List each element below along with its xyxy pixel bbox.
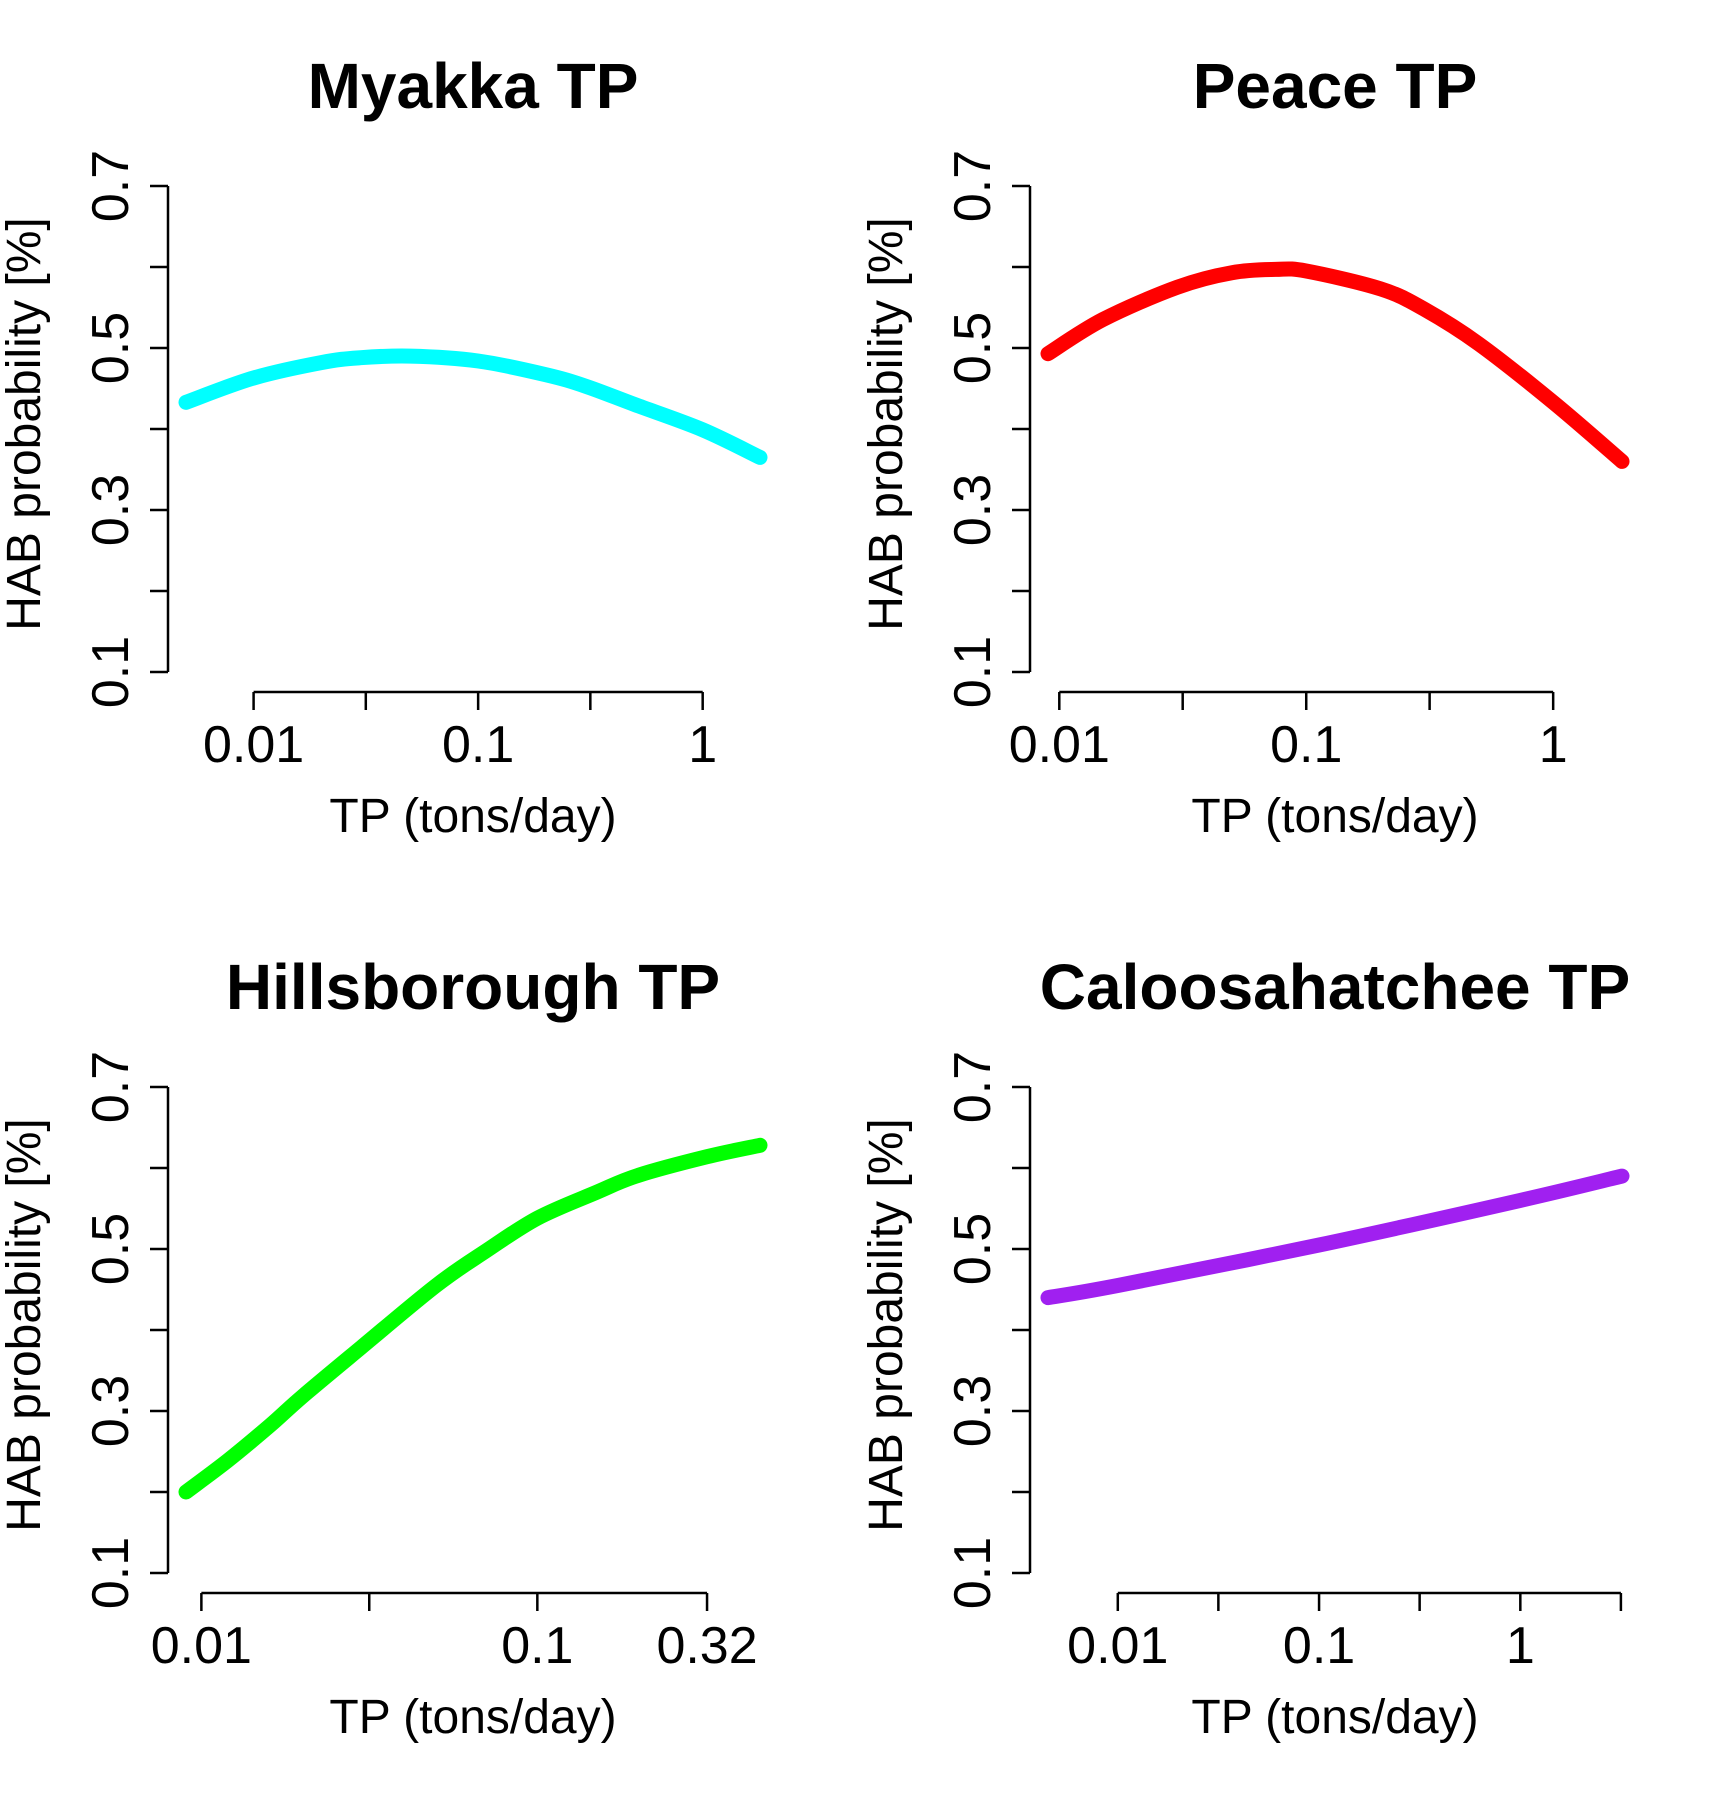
x-axis-label: TP (tons/day) <box>1191 790 1478 843</box>
y-tick-label: 0.7 <box>944 150 1002 222</box>
chart-title: Myakka TP <box>308 50 639 122</box>
y-tick-label: 0.5 <box>82 1213 140 1285</box>
y-axis-label: HAB probability [%] <box>0 217 51 631</box>
series-line <box>178 348 768 465</box>
y-axis-label: HAB probability [%] <box>860 1118 913 1532</box>
y-tick-label: 0.5 <box>944 312 1002 384</box>
y-tick-label: 0.3 <box>82 1375 140 1447</box>
y-tick-label: 0.3 <box>82 474 140 546</box>
chart-title: Hillsborough TP <box>226 951 720 1023</box>
x-axis-label: TP (tons/day) <box>1191 1691 1478 1744</box>
x-tick-label: 0.01 <box>203 716 304 774</box>
y-tick-label: 0.1 <box>944 636 1002 708</box>
x-tick-label: 0.01 <box>1009 716 1110 774</box>
chart-title: Peace TP <box>1193 50 1478 122</box>
y-tick-label: 0.1 <box>944 1537 1002 1609</box>
y-tick-label: 0.3 <box>944 1375 1002 1447</box>
y-tick-label: 0.5 <box>944 1213 1002 1285</box>
x-tick-label: 1 <box>688 716 717 774</box>
y-tick-label: 0.1 <box>82 1537 140 1609</box>
chart-panel-2: Hillsborough TP0.10.30.50.70.01 0.1 0.32TP… <box>0 951 768 1744</box>
x-axis-label: TP (tons/day) <box>329 790 616 843</box>
chart-panel-3: Caloosahatchee TP 0.1 0.3 0.5 0.7 0.01 0.1 1 TP … <box>860 951 1630 1744</box>
y-tick-label: 0.7 <box>944 1051 1002 1123</box>
x-tick-label: 1 <box>1506 1617 1535 1675</box>
chart-panel-0: Myakka TP 0.1 0.3 0.5 0.7 0.01 0.1 1 TP (tons/da… <box>0 50 768 843</box>
x-tick-label: 0.1 <box>442 716 514 774</box>
y-tick-label: 0.5 <box>82 312 140 384</box>
y-tick-label: 0.7 <box>82 1051 140 1123</box>
y-tick-label: 0.7 <box>82 150 140 222</box>
x-tick-label: 1 <box>1539 716 1568 774</box>
x-tick-label: 0.32 <box>656 1617 757 1675</box>
y-tick-label: 0.1 <box>82 636 140 708</box>
x-axis-label: TP (tons/day) <box>329 1691 616 1744</box>
x-tick-label: 0.01 <box>1067 1617 1168 1675</box>
x-tick-label: 0.1 <box>1283 1617 1355 1675</box>
chart-panel-1: Peace TP0.10.30.50.70.01 0.1 1TP (tons/day… <box>860 50 1630 843</box>
chart-title: Caloosahatchee TP <box>1040 951 1630 1023</box>
y-axis-label: HAB probability [%] <box>0 1118 51 1532</box>
series-line <box>178 1137 768 1500</box>
series-line <box>1040 1168 1630 1306</box>
x-tick-label: 0.1 <box>501 1617 573 1675</box>
x-tick-label: 0.1 <box>1270 716 1342 774</box>
y-axis-label: HAB probability [%] <box>860 217 913 631</box>
series-line <box>1040 261 1630 469</box>
y-tick-label: 0.3 <box>944 474 1002 546</box>
x-tick-label: 0.01 <box>151 1617 252 1675</box>
